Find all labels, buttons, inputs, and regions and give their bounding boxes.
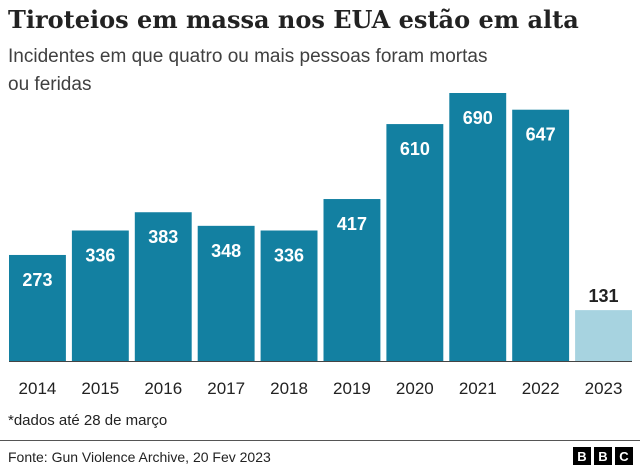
logo-box — [573, 447, 591, 465]
bar — [9, 254, 66, 361]
footnote: *dados até 28 de março — [8, 412, 167, 429]
value-label: 417 — [337, 214, 367, 234]
logo-box — [615, 447, 633, 465]
x-tick-label: 2016 — [144, 379, 182, 398]
logo-box — [594, 447, 612, 465]
value-label: 336 — [274, 245, 304, 265]
value-label: 647 — [526, 125, 556, 145]
source: Fonte: Gun Violence Archive, 20 Fev 2023 — [8, 449, 271, 465]
bar — [260, 230, 318, 361]
x-tick-label: 2020 — [396, 379, 434, 398]
logo-letter: B — [577, 449, 586, 464]
bar — [449, 93, 507, 361]
bar — [512, 109, 570, 361]
x-tick-label: 2015 — [81, 379, 119, 398]
value-label: 610 — [400, 139, 430, 159]
value-label: 690 — [463, 108, 493, 128]
bar — [71, 230, 129, 361]
bar — [134, 212, 192, 361]
x-tick-label: 2017 — [207, 379, 245, 398]
x-tick-label: 2014 — [19, 379, 57, 398]
bar — [323, 199, 381, 361]
logo-letter: C — [619, 449, 629, 464]
chart-subtitle: Incidentes em que quatro ou mais pessoas… — [8, 46, 487, 67]
bar — [386, 124, 444, 361]
value-label: 336 — [85, 245, 115, 265]
x-tick-label: 2018 — [270, 379, 308, 398]
bar — [197, 225, 255, 361]
chart-subtitle: ou feridas — [8, 74, 91, 95]
logo-letter: B — [598, 449, 607, 464]
value-label: 383 — [148, 227, 178, 247]
bar — [575, 310, 632, 361]
value-label: 273 — [22, 270, 52, 290]
x-tick-label: 2022 — [522, 379, 560, 398]
x-tick-label: 2021 — [459, 379, 497, 398]
x-tick-label: 2019 — [333, 379, 371, 398]
x-tick-label: 2023 — [585, 379, 623, 398]
chart-title: Tiroteios em massa nos EUA estão em alta — [8, 5, 579, 34]
value-label: 348 — [211, 241, 241, 261]
value-label: 131 — [589, 286, 619, 306]
